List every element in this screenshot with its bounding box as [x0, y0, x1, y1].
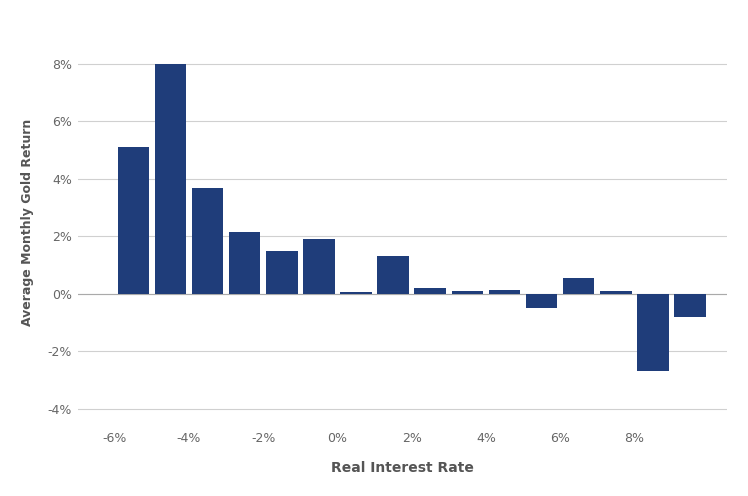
- Bar: [637, 294, 669, 372]
- Bar: [340, 293, 372, 294]
- X-axis label: Real Interest Rate: Real Interest Rate: [331, 461, 473, 475]
- Bar: [266, 251, 298, 294]
- Bar: [488, 290, 521, 294]
- Bar: [229, 232, 260, 294]
- Bar: [414, 288, 446, 294]
- Bar: [303, 239, 334, 294]
- Bar: [563, 278, 595, 294]
- Bar: [191, 187, 224, 294]
- Bar: [452, 291, 483, 294]
- Bar: [155, 64, 186, 294]
- Bar: [117, 147, 149, 294]
- Bar: [600, 291, 631, 294]
- Bar: [526, 294, 557, 308]
- Y-axis label: Average Monthly Gold Return: Average Monthly Gold Return: [21, 119, 34, 326]
- Bar: [377, 256, 409, 294]
- Bar: [674, 294, 706, 317]
